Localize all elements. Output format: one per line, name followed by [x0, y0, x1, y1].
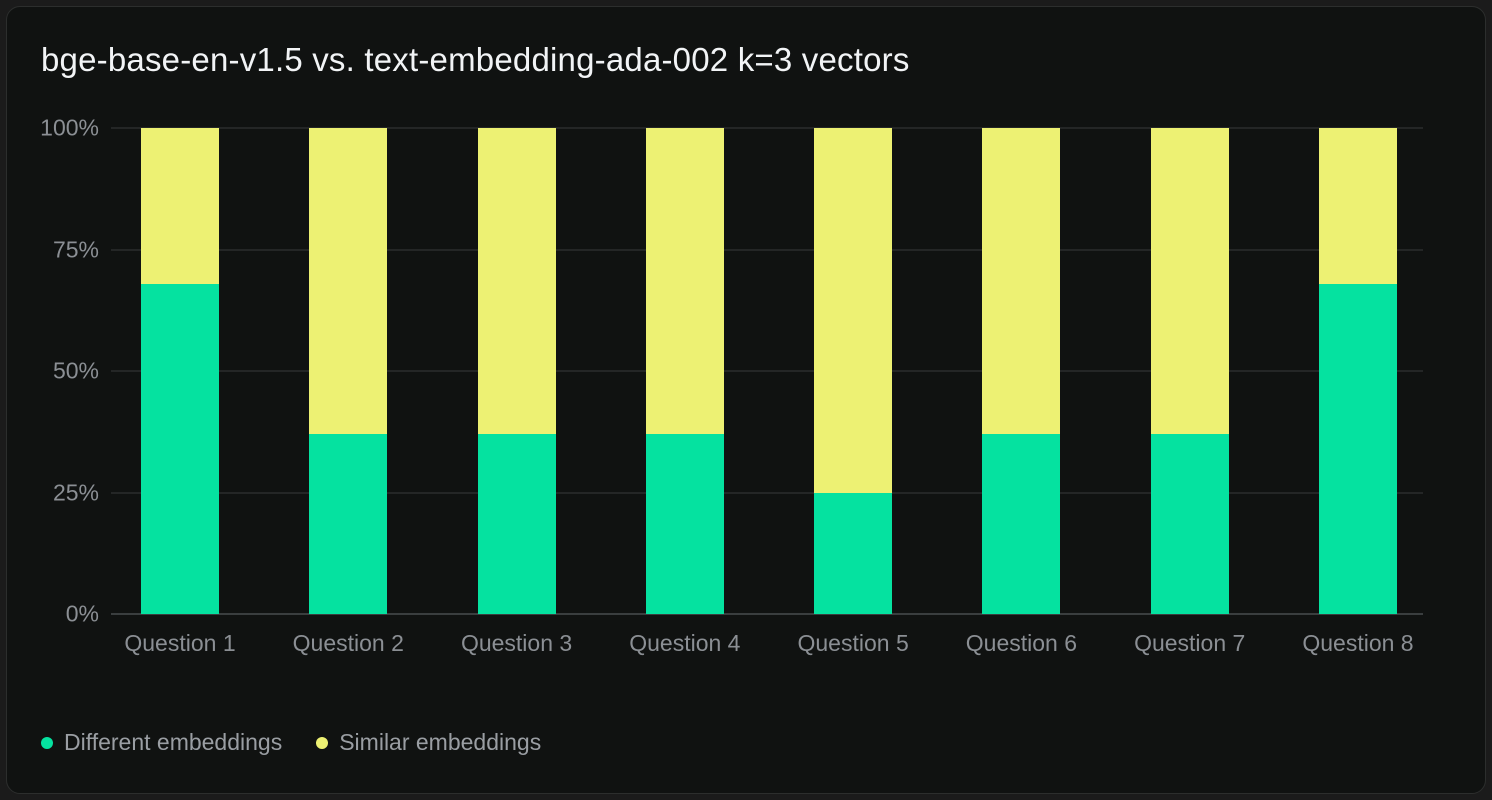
stacked-bar — [1150, 128, 1229, 614]
bar-segment-similar — [1318, 128, 1397, 284]
y-tick-label: 0% — [65, 600, 99, 627]
x-axis-line — [111, 613, 1423, 615]
bar-segment-different — [309, 434, 388, 614]
bar-column: Question 4 — [629, 128, 740, 656]
bar-column: Question 8 — [1302, 128, 1414, 656]
bar-segment-similar — [814, 128, 893, 493]
bar-column: Question 6 — [966, 128, 1077, 656]
chart-title: bge-base-en-v1.5 vs. text-embedding-ada-… — [41, 41, 910, 78]
legend-item-different: Different embeddings — [41, 729, 282, 756]
y-tick-label: 100% — [40, 114, 99, 141]
bar-segment-different — [477, 434, 556, 614]
x-tick-label: Question 4 — [629, 630, 741, 656]
stacked-bar — [645, 128, 724, 614]
stacked-bar — [477, 128, 556, 614]
bar-segment-different — [982, 434, 1061, 614]
plot-area: Question 1 Question 2 Question 3 Question 4… — [111, 127, 1423, 656]
x-tick-label: Question 6 — [965, 630, 1078, 656]
bar-segment-similar — [309, 128, 388, 435]
gridline — [111, 370, 1423, 372]
legend-dot-similar-icon — [316, 736, 329, 749]
x-tick-label: Question 5 — [797, 630, 909, 656]
chart-card: bge-base-en-v1.5 vs. text-embedding-ada-… — [6, 6, 1486, 794]
bar-segment-different — [1318, 283, 1397, 614]
legend-label-similar: Similar embeddings — [339, 729, 542, 755]
x-tick-label: Question 2 — [292, 630, 404, 656]
legend-dot-different-icon — [41, 736, 53, 749]
bar-segment-different — [1150, 434, 1229, 614]
x-tick-label: Question 1 — [124, 630, 236, 656]
stacked-bar — [982, 128, 1061, 614]
bar-column: Question 7 — [1134, 128, 1245, 656]
bar-segment-similar — [477, 128, 556, 435]
x-tick-label: Question 7 — [1134, 630, 1246, 656]
x-tick-label: Question 8 — [1302, 630, 1414, 656]
x-tick-label: Question 3 — [460, 630, 573, 656]
bar-segment-different — [814, 492, 893, 614]
gridline — [111, 491, 1423, 494]
y-tick-label: 75% — [52, 236, 99, 262]
y-tick-label: 25% — [52, 479, 99, 505]
stacked-bar — [141, 128, 219, 614]
stacked-bar — [814, 128, 893, 614]
y-axis: 0% 25% 50% 75% 100% — [7, 116, 99, 625]
bar-column: Question 5 — [798, 128, 909, 656]
stacked-bar — [309, 128, 388, 614]
y-tick-label: 50% — [52, 357, 99, 384]
bar-segment-similar — [1150, 128, 1229, 435]
bar-column: Question 2 — [293, 128, 404, 656]
legend-item-similar: Similar embeddings — [316, 729, 541, 756]
bar-segment-similar — [141, 128, 219, 284]
gridline — [111, 127, 1423, 129]
stacked-bar — [1318, 128, 1397, 614]
bar-column: Question 1 — [124, 128, 236, 656]
bar-segment-different — [141, 283, 219, 614]
gridline — [111, 248, 1423, 251]
bar-segment-similar — [645, 128, 724, 435]
bar-segment-different — [645, 434, 724, 614]
legend-label-different: Different embeddings — [64, 729, 283, 755]
legend: Different embeddings Similar embeddings — [41, 729, 541, 756]
bar-column: Question 3 — [461, 128, 572, 656]
bar-segment-similar — [982, 128, 1061, 435]
bars: Question 1 Question 2 Question 3 Question 4… — [111, 128, 1423, 656]
